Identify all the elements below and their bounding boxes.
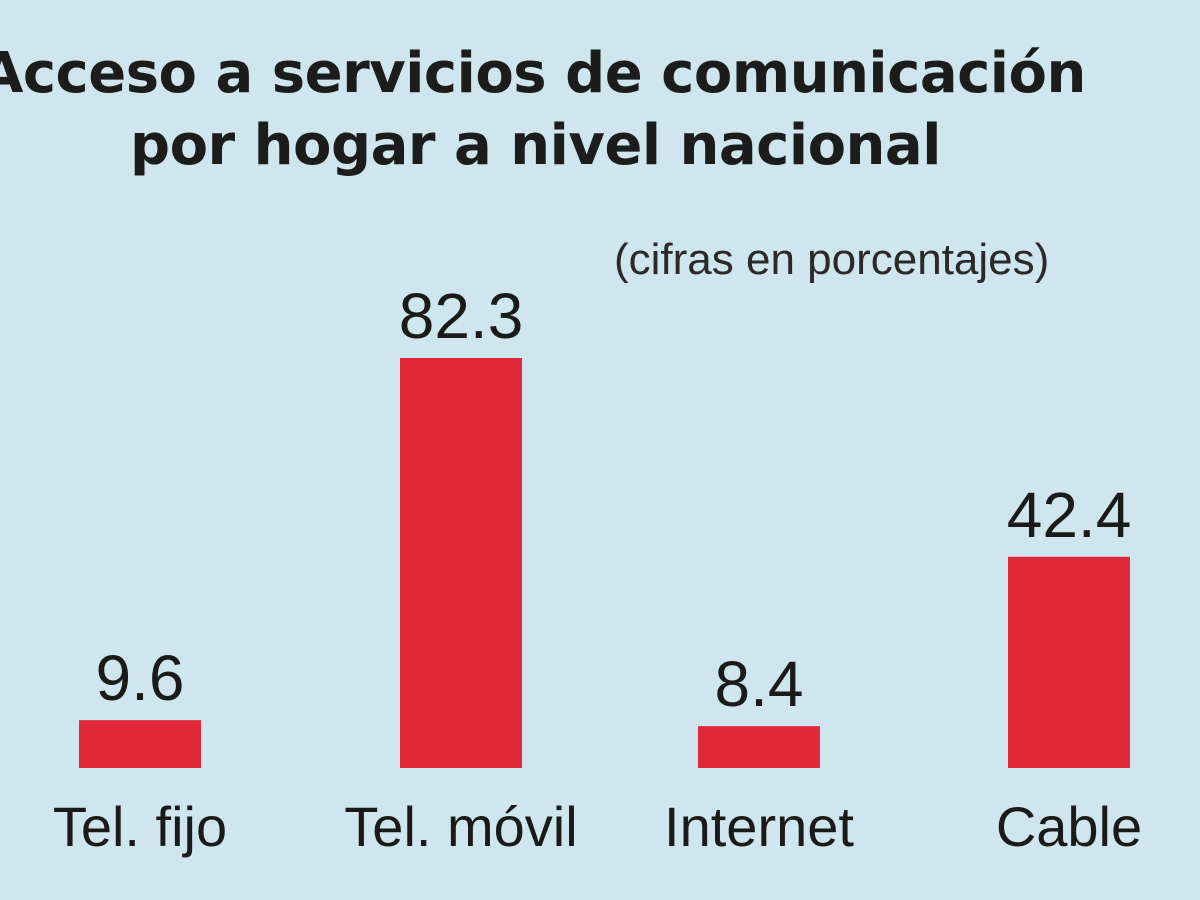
value-label-2: 82.3 [399, 280, 524, 352]
chart-title-line-2: por hogar a nivel nacional [130, 113, 941, 178]
category-label-4: Cable [996, 795, 1142, 858]
bar-3 [698, 726, 820, 768]
value-label-3: 8.4 [715, 648, 804, 720]
category-label-3: Internet [664, 795, 854, 858]
value-label-4: 42.4 [1007, 479, 1132, 551]
bar-1 [79, 720, 201, 768]
chart-subtitle: (cifras en porcentajes) [614, 235, 1050, 284]
chart-title: Acceso a servicios de comunicación por h… [0, 38, 1200, 182]
value-label-1: 9.6 [96, 642, 185, 714]
bar-2 [400, 358, 522, 768]
category-label-1: Tel. fijo [53, 795, 227, 858]
chart-title-line-1: Acceso a servicios de comunicación [0, 41, 1086, 106]
category-label-2: Tel. móvil [344, 795, 577, 858]
bar-4 [1008, 556, 1130, 768]
